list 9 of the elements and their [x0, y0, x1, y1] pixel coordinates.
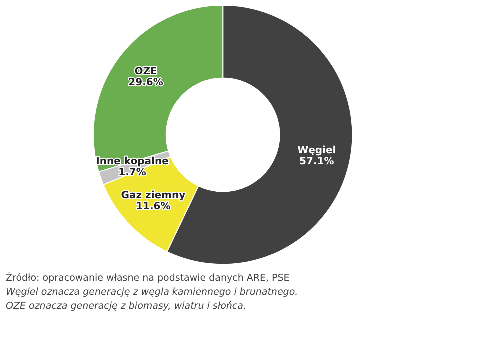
text: Węgiel oznacza generację z węgla kamiennego i brunatnego.: [6, 286, 298, 300]
slice-label: OZE: [134, 66, 158, 78]
slice-label: Gaz ziemny: [121, 190, 186, 202]
slice-label: Węgiel: [298, 145, 336, 156]
data-label: 57.1%: [300, 156, 334, 168]
data-label: 29.6%: [128, 78, 164, 89]
text: OZE oznacza generację z biomasy, wiatru i słońca.: [6, 300, 248, 314]
data-label: 11.6%: [136, 201, 171, 212]
text: Źródło: opracowanie własne na podstawie danych ARE, PSE: [6, 272, 291, 286]
